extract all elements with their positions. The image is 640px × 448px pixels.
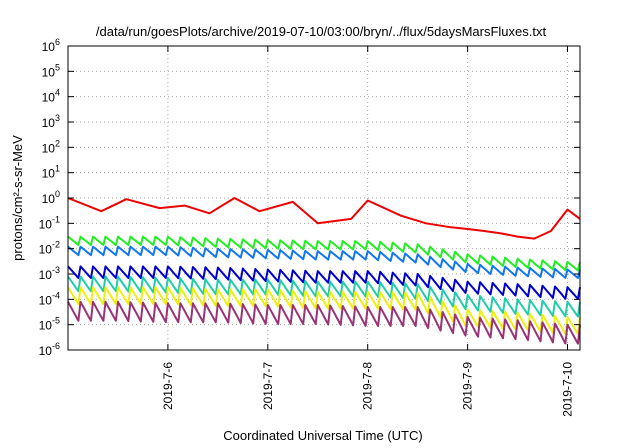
series-line-7 <box>67 300 581 345</box>
y-tick-label: 103 <box>42 113 60 130</box>
y-tick-label: 101 <box>42 164 60 181</box>
x-tick-label: 2019-7-10 <box>561 362 575 417</box>
y-tick-label: 10-3 <box>39 265 60 282</box>
x-axis-label: Coordinated Universal Time (UTC) <box>223 428 422 443</box>
y-axis-label-text: protons/cm²-s-sr-MeV <box>10 135 25 261</box>
y-tick-label: 10-2 <box>39 240 60 257</box>
y-axis-label: protons/cm²-s-sr-MeV <box>10 135 25 261</box>
y-tick-label: 10-4 <box>39 290 60 307</box>
x-tick-label: 2019-7-7 <box>261 362 275 410</box>
series-layer <box>67 197 581 345</box>
y-tick-label: 10-6 <box>39 341 60 358</box>
series-line-5 <box>67 275 581 318</box>
series-line-1 <box>67 197 581 240</box>
series-line-2 <box>67 235 581 272</box>
x-tick-label: 2019-7-9 <box>461 362 475 410</box>
y-tick-label: 10-5 <box>39 316 60 333</box>
x-tick-label: 2019-7-8 <box>361 362 375 410</box>
y-tick-label: 104 <box>42 88 60 105</box>
series-line-4 <box>67 265 581 300</box>
y-tick-label: 105 <box>42 62 60 79</box>
y-tick-label: 10-1 <box>39 214 60 231</box>
x-tick-label: 2019-7-6 <box>161 362 175 410</box>
series-line-6 <box>67 286 581 335</box>
series-line-3 <box>67 245 581 279</box>
y-tick-label: 106 <box>42 37 60 54</box>
ticks: 10-6 10-5 10-4 10-3 10-2 10-1 100 101 102 103 104 1… <box>39 37 580 417</box>
grid <box>68 46 580 350</box>
y-tick-label: 102 <box>42 138 60 155</box>
y-tick-label: 100 <box>42 189 60 206</box>
chart-title: /data/run/goesPlots/archive/2019-07-10/0… <box>96 24 547 39</box>
